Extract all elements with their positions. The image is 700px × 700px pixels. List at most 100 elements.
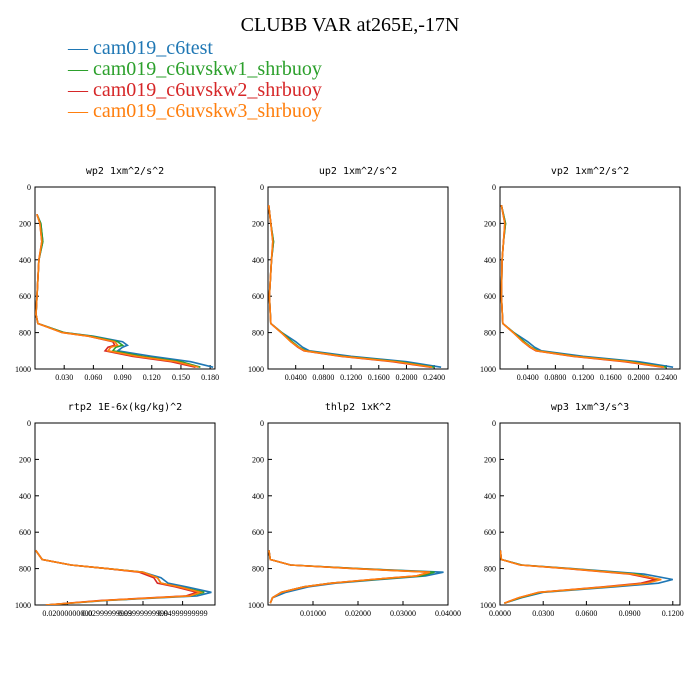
y-tick-label: 400 bbox=[252, 492, 264, 501]
x-tick-label: 0.03999999999 bbox=[118, 609, 168, 618]
panel-title: wp2 1xm^2/s^2 bbox=[86, 166, 164, 177]
x-tick-label: 0.1600 bbox=[368, 373, 390, 382]
x-tick-label: 0.2400 bbox=[423, 373, 445, 382]
y-tick-label: 400 bbox=[484, 492, 496, 501]
y-tick-label: 400 bbox=[252, 256, 264, 265]
x-tick-label: 0.2400 bbox=[655, 373, 677, 382]
series-line-1 bbox=[500, 205, 674, 368]
y-tick-label: 800 bbox=[484, 565, 496, 574]
legend-label: cam019_c6uvskw2_shrbuoy bbox=[93, 79, 322, 101]
x-tick-label: 0.0300 bbox=[532, 609, 554, 618]
x-tick-label: 0.02000000000 bbox=[42, 609, 92, 618]
plot-frame bbox=[34, 186, 216, 370]
series-line-2 bbox=[35, 213, 201, 368]
series-line-1 bbox=[35, 213, 214, 368]
legend-label: cam019_c6uvskw1_shrbuoy bbox=[93, 58, 322, 80]
x-tick-label: 0.01000 bbox=[300, 609, 326, 618]
y-tick-label: 600 bbox=[484, 292, 496, 301]
series-line-4 bbox=[500, 205, 665, 368]
plot-frame bbox=[499, 186, 681, 370]
panel-title: wp3 1xm^3/s^3 bbox=[551, 402, 629, 413]
plot-frame bbox=[267, 186, 449, 370]
x-tick-label: 0.0400 bbox=[285, 373, 307, 382]
plot-frame bbox=[34, 422, 216, 606]
legend-item-c6test: — cam019_c6test bbox=[68, 38, 322, 59]
chart-panel-2: up2 1xm^2/s^2 0 200 400 600 800 1000 0.0400 0.08… bbox=[248, 166, 449, 382]
x-tick-label: 0.030 bbox=[55, 373, 73, 382]
x-tick-label: 0.150 bbox=[172, 373, 190, 382]
y-tick-label: 800 bbox=[252, 565, 264, 574]
y-tick-label: 0 bbox=[260, 419, 264, 428]
series-line-3 bbox=[500, 550, 656, 604]
panel-title: rtp2 1E-6x(kg/kg)^2 bbox=[68, 402, 182, 413]
series-line-4 bbox=[268, 205, 433, 368]
panel-title: thlp2 1xK^2 bbox=[325, 402, 391, 413]
x-tick-label: 0.120 bbox=[143, 373, 161, 382]
y-tick-label: 0 bbox=[260, 183, 264, 192]
y-tick-label: 600 bbox=[484, 528, 496, 537]
y-tick-label: 1000 bbox=[15, 365, 31, 374]
x-tick-label: 0.0800 bbox=[544, 373, 566, 382]
x-tick-label: 0.180 bbox=[201, 373, 219, 382]
y-tick-label: 800 bbox=[252, 329, 264, 338]
chart-panel-4: rtp2 1E-6x(kg/kg)^2 0 200 400 600 800 1000 0.02… bbox=[15, 402, 216, 618]
y-tick-label: 600 bbox=[19, 528, 31, 537]
y-tick-label: 0 bbox=[27, 419, 31, 428]
x-tick-label: 0.03000 bbox=[390, 609, 416, 618]
y-tick-label: 1000 bbox=[248, 365, 264, 374]
y-tick-label: 200 bbox=[484, 455, 496, 464]
y-tick-label: 200 bbox=[252, 219, 264, 228]
x-tick-label: 0.02000 bbox=[345, 609, 371, 618]
y-tick-label: 1000 bbox=[248, 601, 264, 610]
y-tick-label: 800 bbox=[484, 329, 496, 338]
y-tick-label: 0 bbox=[27, 183, 31, 192]
x-tick-label: 0.1200 bbox=[572, 373, 594, 382]
legend-swatch: — bbox=[68, 79, 93, 101]
page-title: CLUBB VAR at265E,-17N bbox=[240, 14, 460, 36]
legend-item-uvskw1: — cam019_c6uvskw1_shrbuoy bbox=[68, 59, 322, 80]
x-tick-label: 0.0800 bbox=[312, 373, 334, 382]
y-tick-label: 200 bbox=[252, 455, 264, 464]
x-tick-label: 0.2000 bbox=[627, 373, 649, 382]
x-tick-label: 0.0400 bbox=[517, 373, 539, 382]
series-line-4 bbox=[35, 549, 204, 605]
series-line-3 bbox=[35, 214, 196, 368]
panel-title: up2 1xm^2/s^2 bbox=[319, 166, 397, 177]
x-tick-label: 0.0600 bbox=[575, 609, 597, 618]
y-tick-label: 400 bbox=[19, 256, 31, 265]
x-tick-label: 0.0000 bbox=[489, 609, 511, 618]
y-tick-label: 600 bbox=[252, 528, 264, 537]
legend-label: cam019_c6uvskw3_shrbuoy bbox=[93, 100, 322, 122]
y-tick-label: 400 bbox=[19, 492, 31, 501]
legend: — cam019_c6test — cam019_c6uvskw1_shrbuo… bbox=[68, 38, 322, 122]
y-tick-label: 0 bbox=[492, 419, 496, 428]
y-tick-label: 600 bbox=[19, 292, 31, 301]
y-tick-label: 1000 bbox=[480, 365, 496, 374]
panel-title: vp2 1xm^2/s^2 bbox=[551, 166, 629, 177]
plot-frame bbox=[499, 422, 681, 606]
legend-swatch: — bbox=[68, 37, 93, 59]
legend-swatch: — bbox=[68, 100, 93, 122]
chart-panel-3: vp2 1xm^2/s^2 0 200 400 600 800 1000 0.0400 0.08… bbox=[480, 166, 681, 382]
series-line-2 bbox=[500, 205, 667, 368]
series-line-4 bbox=[35, 214, 199, 368]
legend-label: cam019_c6test bbox=[93, 37, 213, 59]
chart-panel-1: wp2 1xm^2/s^2 0 200 400 600 800 1000 0.030 0.060… bbox=[15, 166, 219, 382]
y-tick-label: 200 bbox=[19, 219, 31, 228]
plot-frame bbox=[267, 422, 449, 606]
x-tick-label: 0.02999999999 bbox=[82, 609, 132, 618]
y-tick-label: 800 bbox=[19, 329, 31, 338]
y-tick-label: 1000 bbox=[15, 601, 31, 610]
y-tick-label: 200 bbox=[19, 455, 31, 464]
legend-item-uvskw2: — cam019_c6uvskw2_shrbuoy bbox=[68, 80, 322, 101]
chart-panel-5: thlp2 1xK^2 0 200 400 600 800 1000 0.01000 0.020… bbox=[248, 402, 461, 618]
y-tick-label: 400 bbox=[484, 256, 496, 265]
x-tick-label: 0.1200 bbox=[340, 373, 362, 382]
series-line-4 bbox=[500, 550, 662, 604]
x-tick-label: 0.2000 bbox=[395, 373, 417, 382]
legend-swatch: — bbox=[68, 58, 93, 80]
series-line-4 bbox=[268, 550, 431, 604]
y-tick-label: 1000 bbox=[480, 601, 496, 610]
